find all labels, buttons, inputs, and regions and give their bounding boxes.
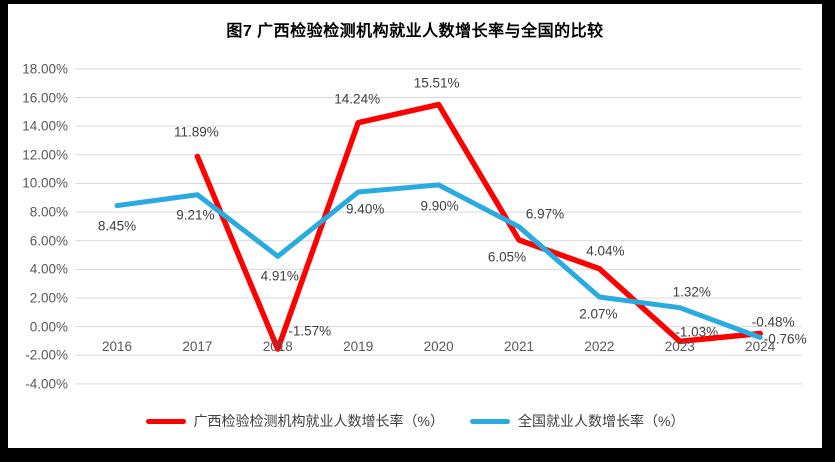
x-axis-tick-label: 2019 <box>343 339 374 354</box>
y-axis-tick-label: -2.00% <box>25 347 68 363</box>
y-axis-tick-label: 0.00% <box>29 319 68 335</box>
data-label: 8.45% <box>97 218 137 234</box>
legend: 广西检验检测机构就业人数增长率（%） 全国就业人数增长率（%） <box>8 411 822 431</box>
data-label: 9.21% <box>176 207 215 223</box>
y-axis-tick-label: 4.00% <box>29 261 68 277</box>
data-label: 15.51% <box>413 75 460 91</box>
chart-title: 图7 广西检验检测机构就业人数增长率与全国的比较 <box>226 23 604 40</box>
data-label: 9.90% <box>420 198 459 214</box>
y-axis-tick-label: 12.00% <box>22 147 68 163</box>
data-label: 6.05% <box>487 249 527 265</box>
legend-swatch-national-icon <box>470 418 510 424</box>
legend-swatch-guangxi-icon <box>145 418 186 424</box>
x-axis-tick-label: 2017 <box>182 339 213 354</box>
x-axis-tick-label: 2018 <box>262 339 293 354</box>
data-label: -1.03% <box>675 324 719 340</box>
legend-label-national: 全国就业人数增长率（%） <box>518 413 685 429</box>
series-line-national <box>114 182 763 340</box>
data-label: 6.97% <box>525 206 565 222</box>
plot-area <box>75 68 802 385</box>
x-axis-tick-label: 2023 <box>664 339 695 354</box>
legend-label-guangxi: 广西检验检测机构就业人数增长率（%） <box>193 413 444 429</box>
data-label: 4.04% <box>586 243 625 259</box>
x-axis-tick-label: 2021 <box>503 339 535 354</box>
data-label: 4.91% <box>260 268 299 284</box>
data-label: 9.40% <box>346 201 385 217</box>
x-axis-tick-label: 2024 <box>745 339 776 354</box>
data-label: 11.89% <box>173 124 219 140</box>
y-axis-tick-label: 16.00% <box>22 90 68 106</box>
data-label: 14.24% <box>334 91 381 107</box>
y-axis-tick-label: 14.00% <box>22 118 68 134</box>
legend-item-guangxi: 广西检验检测机构就业人数增长率（%） <box>145 411 444 431</box>
legend-item-national: 全国就业人数增长率（%） <box>470 411 684 431</box>
data-label: -0.76% <box>763 331 807 347</box>
y-axis-tick-label: 10.00% <box>22 175 68 191</box>
y-axis-tick-label: 6.00% <box>29 233 68 249</box>
x-axis-tick-label: 2022 <box>584 339 615 354</box>
x-axis-tick-label: 2020 <box>423 339 454 354</box>
y-axis-tick-label: 2.00% <box>29 290 68 306</box>
data-label: -1.57% <box>288 323 332 339</box>
y-axis-tick-label: 8.00% <box>29 204 68 220</box>
y-axis-tick-label: 18.00% <box>22 61 68 77</box>
data-label: 1.32% <box>672 284 711 300</box>
data-label: 2.07% <box>579 306 618 322</box>
data-label: -0.48% <box>751 314 795 330</box>
y-axis-tick-label: -4.00% <box>25 376 68 392</box>
x-axis-tick-label: 2016 <box>101 339 133 354</box>
series-line-guangxi <box>194 101 763 352</box>
